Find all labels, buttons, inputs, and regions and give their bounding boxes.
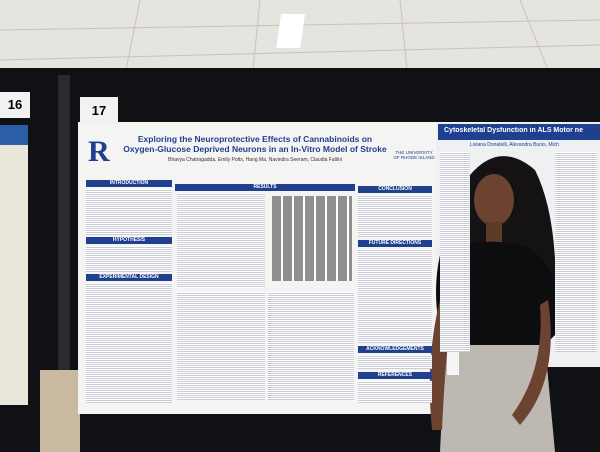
figure [177, 292, 265, 400]
section-header: ACKNOWLEDGEMENTS [358, 346, 432, 353]
text-block [358, 195, 432, 237]
text-block [440, 152, 470, 352]
text-block [555, 152, 597, 352]
figure [177, 193, 265, 288]
figure [268, 292, 354, 400]
section-header: RESULTS [175, 184, 355, 191]
text-block [86, 246, 172, 272]
text-block [358, 381, 432, 403]
poster-title: Exploring the Neuroprotective Effects of… [123, 134, 387, 154]
board-number: 17 [80, 97, 118, 125]
text-block [86, 283, 172, 403]
poster-authors: Bhavya Chatragadda, Emily Potts, Hang Ma… [168, 157, 342, 163]
text-block [358, 249, 432, 343]
logo: R [88, 135, 110, 168]
poster-title: Cytoskeletal Dysfunction in ALS Motor ne [444, 127, 583, 134]
section-header: HYPOTHESIS [86, 237, 172, 244]
figure-grid [272, 196, 352, 281]
section-header: FUTURE DIRECTIONS [358, 240, 432, 247]
section-header: CONCLUSION [358, 186, 432, 193]
section-header: INTRODUCTION [86, 180, 172, 187]
board-number: 16 [0, 92, 30, 118]
text-block [86, 189, 172, 235]
section-header: REFERENCES [358, 372, 432, 379]
university: THE UNIVERSITY OF RHODE ISLAND [393, 150, 435, 160]
text-block [358, 355, 432, 369]
poster-authors: Liviana Donatelli, Alexandra Bunis, Mich [470, 142, 559, 148]
section-header: EXPERIMENTAL DESIGN [86, 274, 172, 281]
